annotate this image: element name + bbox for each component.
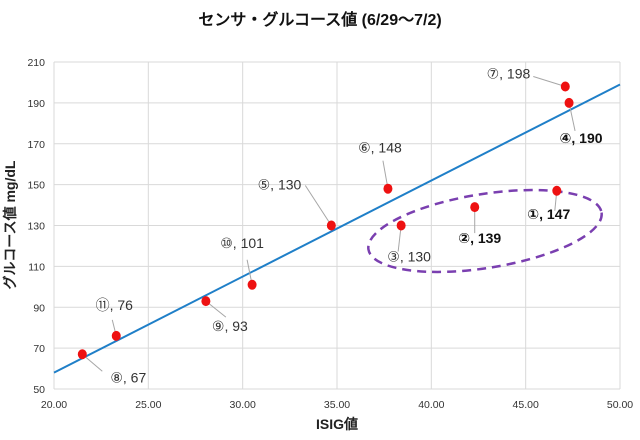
x-tick-label: 35.00	[324, 399, 350, 411]
data-label: ⑤, 130	[258, 177, 302, 193]
data-label: ⑪, 76	[96, 297, 134, 313]
data-point	[201, 296, 211, 307]
data-label: ⑩, 101	[220, 235, 264, 251]
data-points	[77, 81, 574, 360]
leader-line	[304, 185, 332, 226]
data-label: ⑥, 148	[358, 140, 402, 156]
data-labels: ①, 147 ②, 139 ③, 130 ④, 190 ⑤, 130 ⑥, 148 ⑦, 1…	[96, 66, 603, 386]
x-axis-label: ISIG値	[316, 416, 358, 432]
x-tick-label: 45.00	[513, 399, 539, 411]
data-point	[111, 330, 121, 341]
x-tick-label: 25.00	[135, 399, 161, 411]
trendline	[53, 83, 621, 374]
data-label: ⑧, 67	[110, 369, 146, 385]
data-label: ②, 139	[458, 230, 501, 246]
data-label: ①, 147	[527, 206, 570, 222]
data-point	[552, 185, 562, 196]
y-axis-label: グルコース値 mg/dL	[2, 160, 18, 289]
y-tick-label: 50	[33, 384, 45, 396]
y-tick-label: 130	[27, 221, 45, 233]
y-tick-label: 110	[28, 261, 45, 273]
data-label: ④, 190	[560, 130, 603, 146]
data-point	[470, 202, 480, 213]
data-label: ⑨, 93	[212, 318, 248, 334]
y-tick-label: 150	[27, 180, 45, 192]
chart-title: センサ・グルコース値 (6/29～7/2)	[198, 10, 441, 29]
highlight-ellipse	[367, 188, 603, 274]
data-point	[326, 220, 336, 231]
gridlines	[53, 61, 621, 390]
x-tick-label: 40.00	[418, 399, 444, 411]
data-label: ⑦, 198	[487, 66, 531, 82]
x-tick-label: 30.00	[230, 399, 256, 411]
data-point	[383, 183, 393, 194]
data-label: ③, 130	[387, 249, 431, 265]
x-tick-label: 20.00	[41, 399, 67, 411]
x-tick-label: 50.00	[607, 399, 633, 411]
y-tick-label: 190	[27, 98, 45, 110]
y-tick-label: 70	[33, 343, 45, 355]
y-tick-label: 210	[27, 57, 45, 69]
data-point	[77, 349, 87, 360]
data-point	[560, 81, 570, 92]
y-tick-label: 90	[33, 302, 45, 314]
leader-line	[533, 76, 566, 88]
data-point	[396, 220, 406, 231]
data-point	[564, 97, 574, 108]
y-tick-label: 170	[27, 139, 45, 151]
data-point	[247, 279, 257, 290]
tick-labels: 20.00 25.00 30.00 35.00 40.00 45.00 50.00 50 70 9…	[27, 57, 633, 411]
